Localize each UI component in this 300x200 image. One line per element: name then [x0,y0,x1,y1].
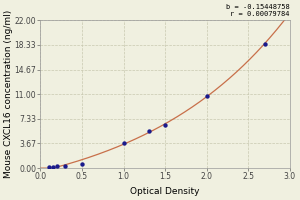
Point [63,164,68,168]
X-axis label: Optical Density: Optical Density [130,187,200,196]
Point [262,42,267,45]
Point [50,165,55,168]
Point [80,163,84,166]
Point [204,94,209,97]
Point [55,165,59,168]
Point [121,142,126,145]
Point [46,165,51,169]
Point [163,123,167,127]
Text: b = -0.15448758
r = 0.00079784: b = -0.15448758 r = 0.00079784 [226,4,290,17]
Point [146,130,151,133]
Y-axis label: Mouse CXCL16 concentration (ng/ml): Mouse CXCL16 concentration (ng/ml) [4,10,13,178]
